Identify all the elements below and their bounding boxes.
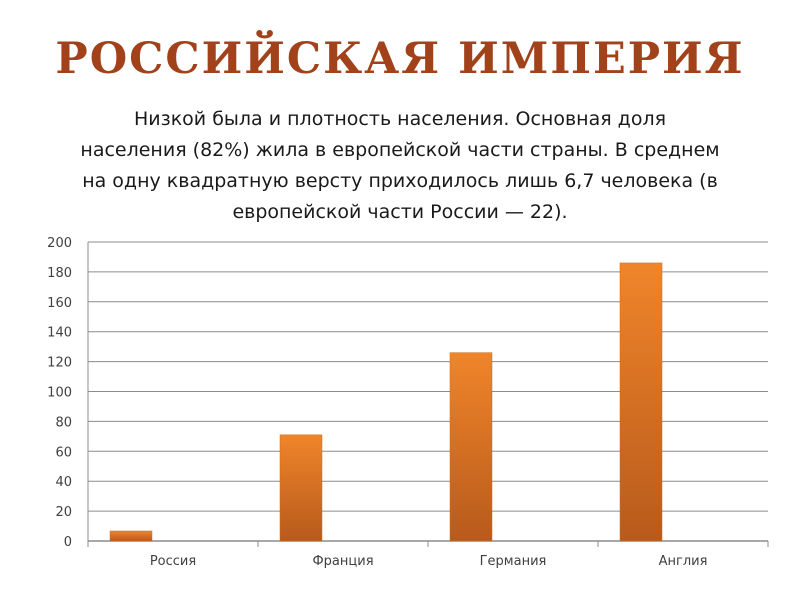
y-tick-label: 160 xyxy=(47,296,72,311)
y-tick-label: 100 xyxy=(47,386,72,401)
y-tick-label: 180 xyxy=(47,266,72,281)
slide-text: Низкой была и плотность населения. Основ… xyxy=(30,104,770,228)
slide-text-line: Низкой была и плотность населения. Основ… xyxy=(133,108,667,130)
slide-text-line: на одну квадратную версту приходилось ли… xyxy=(82,170,718,192)
y-tick-label: 140 xyxy=(47,326,72,341)
x-category-label: Россия xyxy=(150,554,196,569)
bar-2 xyxy=(279,434,323,542)
x-category-label: Англия xyxy=(659,554,708,569)
slide-text-line: европейской части России — 22). xyxy=(232,201,568,223)
bar-1 xyxy=(109,530,153,542)
axis-labels: 0 20 40 60 80 100 120 140 160 180 200 Россия Франция… xyxy=(47,236,707,569)
bar-4 xyxy=(619,262,663,542)
slide-title: РОССИЙСКАЯ ИМПЕРИЯ xyxy=(55,34,745,84)
grid-lines xyxy=(87,241,769,547)
y-tick-label: 20 xyxy=(55,505,72,520)
x-category-label: Германия xyxy=(480,554,547,569)
y-tick-label: 120 xyxy=(47,356,72,371)
x-category-label: Франция xyxy=(312,554,373,569)
y-tick-label: 0 xyxy=(64,535,72,550)
y-tick-label: 40 xyxy=(55,475,72,490)
bar-3 xyxy=(449,352,493,542)
bars xyxy=(109,262,663,542)
y-tick-label: 200 xyxy=(47,236,72,251)
y-tick-label: 80 xyxy=(55,415,72,430)
slide-text-line: населения (82%) жила в европейской части… xyxy=(80,139,720,161)
y-tick-label: 60 xyxy=(55,445,72,460)
